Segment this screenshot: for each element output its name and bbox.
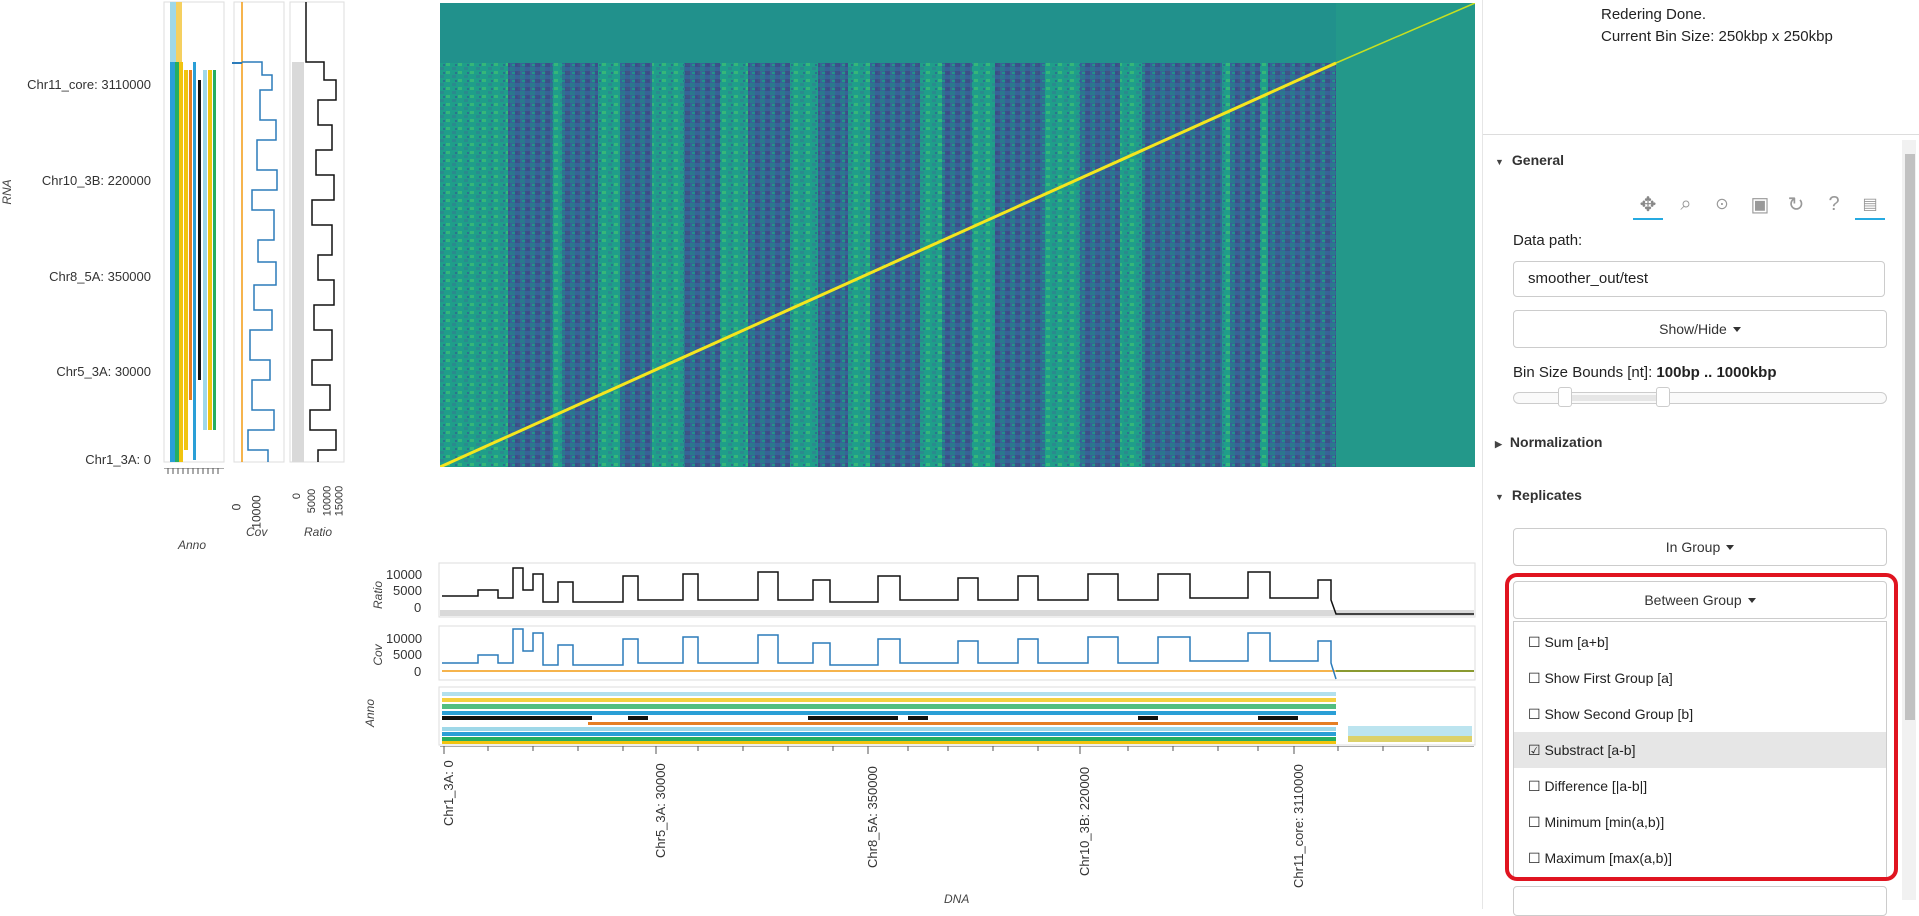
section-replicates-label: Replicates — [1511, 487, 1582, 503]
bottom-annotation-track — [438, 686, 1476, 746]
y-tick-label: Chr10_3B: 220000 — [41, 173, 151, 188]
between-group-dropdown: ☐ Sum [a+b] ☐ Show First Group [a] ☐ Sho… — [1513, 621, 1887, 879]
bottom-ratio-label: Ratio — [371, 581, 385, 610]
show-hide-label: Show/Hide — [1659, 321, 1727, 337]
section-normalization-label: Normalization — [1509, 434, 1603, 450]
next-control-edge — [1513, 886, 1887, 916]
option-maximum[interactable]: ☐ Maximum [max(a,b)] — [1528, 849, 1673, 866]
bottom-cov-tick: 0 — [414, 664, 422, 679]
reset-icon[interactable]: ↻ — [1787, 193, 1805, 216]
status-line-1: Redering Done. — [1601, 6, 1707, 23]
slider-handle-min[interactable] — [1558, 387, 1572, 407]
chevron-down-icon — [1726, 544, 1735, 550]
in-group-button[interactable]: In Group — [1513, 528, 1887, 566]
left-anno-ticks — [164, 468, 224, 474]
chevron-down-icon — [1732, 326, 1741, 332]
slider-handle-max[interactable] — [1656, 387, 1670, 407]
ratio-tick-label: 15000 — [333, 485, 346, 517]
bottom-cov-tick: 10000 — [386, 631, 423, 646]
bottom-ratio-tick: 0 — [414, 600, 422, 615]
bottom-cov-tick: 5000 — [393, 647, 422, 662]
bottom-coverage-track — [438, 625, 1476, 681]
bottom-anno-label: Anno — [363, 698, 377, 728]
option-show-second-group[interactable]: ☐ Show Second Group [b] — [1528, 705, 1694, 722]
show-hide-button[interactable]: Show/Hide — [1513, 310, 1887, 348]
x-tick-label: Chr5_3A: 30000 — [653, 763, 668, 858]
bottom-ratio-tick: 5000 — [393, 583, 422, 598]
help-icon[interactable]: ? — [1828, 192, 1840, 215]
dna-axis-label: DNA — [944, 892, 970, 906]
left-anno-label: Anno — [178, 538, 207, 552]
bottom-cov-label: Cov — [371, 644, 385, 666]
settings-panel: Redering Done. Current Bin Size: 250kbp … — [1482, 0, 1919, 916]
ratio-tick-label: 10000 — [321, 485, 334, 517]
box-zoom-icon[interactable]: ⌕ — [1680, 192, 1692, 215]
plot-toolbar: ✥ ⌕ ⊙ ▣ ↻ ? ▤ — [1633, 190, 1885, 220]
data-path-label: Data path: — [1513, 232, 1583, 249]
bottom-ratio-tick: 10000 — [386, 567, 423, 582]
bin-size-bounds-label: Bin Size Bounds [nt]: — [1513, 364, 1653, 381]
section-replicates[interactable]: ▼ Replicates — [1495, 487, 1582, 503]
in-group-label: In Group — [1665, 539, 1721, 555]
between-group-button[interactable]: Between Group — [1513, 581, 1887, 619]
y-tick-label: Chr1_3A: 0 — [85, 452, 151, 467]
x-tick-label: Chr8_5A: 350000 — [865, 766, 880, 868]
bottom-ratio-track — [438, 562, 1476, 618]
panel-divider — [1483, 134, 1919, 135]
option-sum[interactable]: ☐ Sum [a+b] — [1528, 633, 1609, 650]
pan-icon[interactable]: ✥ — [1633, 190, 1663, 220]
bin-size-slider[interactable] — [1513, 387, 1887, 407]
left-ratio-track — [289, 1, 345, 463]
option-difference[interactable]: ☐ Difference [|a-b|] — [1528, 777, 1648, 794]
cov-tick-label: 10000 — [249, 495, 264, 529]
chevron-down-icon — [1747, 597, 1756, 603]
y-tick-label: Chr11_core: 3110000 — [27, 77, 151, 92]
left-annotation-track — [163, 1, 225, 463]
save-icon[interactable]: ▣ — [1750, 193, 1770, 216]
ratio-tick-label: 5000 — [306, 488, 319, 514]
left-ratio-label: Ratio — [304, 525, 333, 539]
x-tick-label: Chr1_3A: 0 — [441, 760, 456, 826]
contact-heatmap[interactable] — [440, 3, 1475, 467]
wheel-zoom-icon[interactable]: ⊙ — [1715, 196, 1729, 213]
slider-range — [1566, 395, 1664, 401]
left-cov-label: Cov — [246, 525, 268, 539]
x-tick-label: Chr11_core: 3110000 — [1291, 764, 1306, 888]
option-minimum[interactable]: ☐ Minimum [min(a,b)] — [1528, 813, 1665, 830]
option-substract[interactable]: ☑ Substract [a-b] — [1514, 732, 1886, 768]
x-tick-label: Chr10_3B: 220000 — [1077, 766, 1092, 876]
section-normalization[interactable]: ▶ Normalization — [1495, 434, 1603, 450]
section-general-label: General — [1511, 152, 1565, 168]
x-axis — [440, 746, 1474, 754]
left-coverage-track — [232, 1, 285, 463]
y-tick-label: Chr5_3A: 30000 — [56, 364, 151, 379]
bin-size-bounds-value: 100bp .. 1000kbp — [1656, 364, 1777, 381]
data-path-input[interactable]: smoother_out/test — [1513, 261, 1885, 297]
status-text: Redering Done. Current Bin Size: 250kbp … — [1601, 4, 1833, 48]
scrollbar-thumb[interactable] — [1905, 154, 1915, 720]
y-tick-label: Chr8_5A: 350000 — [49, 269, 151, 284]
cov-tick-label: 0 — [229, 503, 244, 511]
between-group-label: Between Group — [1644, 592, 1742, 608]
bin-size-bounds: Bin Size Bounds [nt]: 100bp .. 1000kbp — [1513, 364, 1776, 381]
hover-icon[interactable]: ▤ — [1855, 190, 1885, 220]
panel-scrollbar[interactable] — [1902, 140, 1916, 900]
status-line-2: Current Bin Size: 250kbp x 250kbp — [1601, 28, 1833, 45]
ratio-tick-label: 0 — [291, 492, 304, 500]
option-show-first-group[interactable]: ☐ Show First Group [a] — [1528, 669, 1673, 686]
section-general[interactable]: ▼ General — [1495, 152, 1565, 168]
highlight-box — [1505, 573, 1898, 881]
rna-axis-label: RNA — [0, 179, 14, 205]
